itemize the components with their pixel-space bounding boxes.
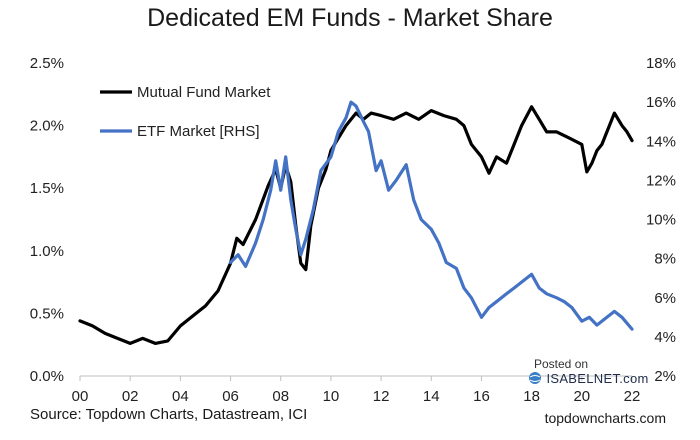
y-left-tick-label: 1.5% [30, 180, 64, 197]
y-right-axis: 2% 4% 6% 8% 10% 12% 14% 16% 18% [646, 55, 676, 385]
y-right-tick-label: 4% [654, 329, 676, 346]
x-tick-label: 00 [72, 388, 89, 405]
y-right-tick-label: 10% [646, 212, 676, 229]
y-right-tick-label: 16% [646, 94, 676, 111]
y-left-tick-label: 0.0% [30, 368, 64, 385]
series-line-etf [228, 100, 634, 331]
x-tick-label: 06 [222, 388, 239, 405]
isabelnet-badge: ISABELNET.com [528, 370, 649, 388]
page-title: Dedicated EM Funds - Market Share [147, 4, 553, 32]
y-left-axis: 0.0% 0.5% 1.0% 1.5% 2.0% 2.5% [30, 55, 64, 385]
y-left-tick-label: 2.5% [30, 55, 64, 72]
y-left-tick-label: 0.5% [30, 305, 64, 322]
legend: Mutual Fund Market ETF Market [RHS] [100, 84, 271, 140]
x-tick-label: 16 [473, 388, 490, 405]
x-tick-label: 18 [523, 388, 540, 405]
x-tick-label: 22 [624, 388, 641, 405]
legend-label: Mutual Fund Market [137, 84, 271, 101]
x-tick-label: 12 [373, 388, 390, 405]
y-right-tick-label: 6% [654, 290, 676, 307]
y-left-tick-label: 1.0% [30, 243, 64, 260]
y-right-tick-label: 12% [646, 172, 676, 189]
site-label: topdowncharts.com [544, 410, 666, 426]
x-tick-label: 10 [323, 388, 340, 405]
source-note: Source: Topdown Charts, Datastream, ICI [30, 406, 308, 423]
x-tick-label: 08 [272, 388, 289, 405]
y-right-tick-label: 14% [646, 133, 676, 150]
x-tick-label: 20 [573, 388, 590, 405]
legend-label: ETF Market [RHS] [137, 123, 260, 140]
series-layer [78, 100, 634, 345]
posted-label: Posted on [534, 357, 589, 371]
globe-icon [529, 372, 541, 384]
y-left-tick-label: 2.0% [30, 118, 64, 135]
y-right-tick-label: 8% [654, 251, 676, 268]
badge-label: ISABELNET.com [546, 371, 649, 386]
x-tick-label: 14 [423, 388, 440, 405]
x-tick-label: 02 [122, 388, 139, 405]
series-line-mutual-fund [78, 105, 634, 345]
x-tick-label: 04 [172, 388, 189, 405]
y-right-tick-label: 18% [646, 55, 676, 72]
y-right-tick-label: 2% [654, 368, 676, 385]
